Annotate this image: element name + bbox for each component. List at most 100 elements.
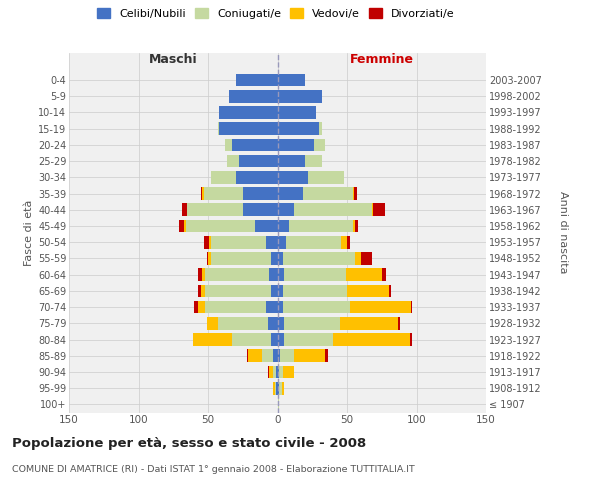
Bar: [202, 268, 205, 281]
Bar: [340, 317, 398, 330]
Legend: Celibi/Nubili, Coniugati/e, Vedovi/e, Divorziati/e: Celibi/Nubili, Coniugati/e, Vedovi/e, Di…: [97, 8, 455, 19]
Bar: [268, 317, 277, 330]
Bar: [284, 317, 340, 330]
Bar: [410, 333, 412, 346]
Bar: [279, 382, 281, 394]
Bar: [277, 155, 305, 168]
Bar: [277, 350, 280, 362]
Bar: [283, 301, 350, 314]
Bar: [314, 138, 325, 151]
Bar: [179, 220, 184, 232]
Bar: [224, 138, 232, 151]
Bar: [182, 204, 187, 216]
Bar: [361, 252, 372, 265]
Bar: [276, 366, 277, 378]
Bar: [277, 138, 314, 151]
Bar: [347, 284, 389, 297]
Bar: [274, 350, 277, 362]
Bar: [205, 268, 269, 281]
Bar: [211, 236, 266, 248]
Bar: [372, 204, 373, 216]
Bar: [350, 301, 411, 314]
Bar: [389, 284, 391, 297]
Bar: [204, 236, 209, 248]
Bar: [193, 333, 232, 346]
Bar: [262, 350, 274, 362]
Bar: [398, 317, 400, 330]
Bar: [277, 252, 283, 265]
Bar: [294, 204, 372, 216]
Bar: [202, 188, 204, 200]
Y-axis label: Anni di nascita: Anni di nascita: [559, 191, 568, 274]
Bar: [341, 236, 347, 248]
Bar: [354, 188, 357, 200]
Bar: [209, 236, 211, 248]
Bar: [211, 252, 271, 265]
Bar: [308, 171, 344, 183]
Bar: [206, 317, 218, 330]
Bar: [205, 301, 266, 314]
Bar: [271, 284, 277, 297]
Bar: [355, 220, 358, 232]
Bar: [218, 122, 219, 135]
Bar: [186, 220, 255, 232]
Bar: [274, 366, 276, 378]
Bar: [201, 284, 205, 297]
Bar: [205, 284, 271, 297]
Bar: [206, 252, 208, 265]
Bar: [277, 398, 279, 410]
Bar: [268, 366, 269, 378]
Bar: [294, 350, 325, 362]
Bar: [284, 333, 333, 346]
Bar: [184, 220, 186, 232]
Bar: [275, 382, 276, 394]
Bar: [269, 366, 274, 378]
Bar: [271, 252, 277, 265]
Bar: [243, 204, 277, 216]
Bar: [266, 236, 277, 248]
Bar: [271, 333, 277, 346]
Bar: [346, 268, 382, 281]
Bar: [289, 220, 353, 232]
Bar: [277, 301, 283, 314]
Bar: [319, 122, 322, 135]
Y-axis label: Fasce di età: Fasce di età: [23, 200, 34, 266]
Bar: [353, 220, 355, 232]
Bar: [219, 106, 277, 119]
Bar: [283, 284, 347, 297]
Bar: [411, 301, 412, 314]
Bar: [266, 301, 277, 314]
Bar: [255, 220, 277, 232]
Bar: [277, 220, 289, 232]
Bar: [305, 155, 322, 168]
Bar: [382, 268, 386, 281]
Bar: [239, 155, 277, 168]
Bar: [247, 350, 248, 362]
Bar: [208, 252, 211, 265]
Bar: [283, 366, 294, 378]
Bar: [280, 350, 294, 362]
Bar: [201, 188, 202, 200]
Bar: [277, 382, 279, 394]
Bar: [211, 171, 236, 183]
Bar: [373, 204, 385, 216]
Bar: [243, 188, 277, 200]
Bar: [236, 74, 277, 86]
Bar: [219, 122, 277, 135]
Bar: [277, 268, 284, 281]
Bar: [276, 382, 277, 394]
Bar: [187, 204, 243, 216]
Bar: [347, 236, 350, 248]
Bar: [277, 366, 279, 378]
Bar: [286, 236, 341, 248]
Bar: [232, 333, 271, 346]
Text: Maschi: Maschi: [149, 54, 197, 66]
Bar: [277, 284, 283, 297]
Text: COMUNE DI AMATRICE (RI) - Dati ISTAT 1° gennaio 2008 - Elaborazione TUTTITALIA.I: COMUNE DI AMATRICE (RI) - Dati ISTAT 1° …: [12, 466, 415, 474]
Bar: [333, 333, 410, 346]
Bar: [198, 301, 205, 314]
Bar: [277, 333, 284, 346]
Bar: [232, 138, 277, 151]
Bar: [218, 317, 268, 330]
Text: Femmine: Femmine: [350, 54, 414, 66]
